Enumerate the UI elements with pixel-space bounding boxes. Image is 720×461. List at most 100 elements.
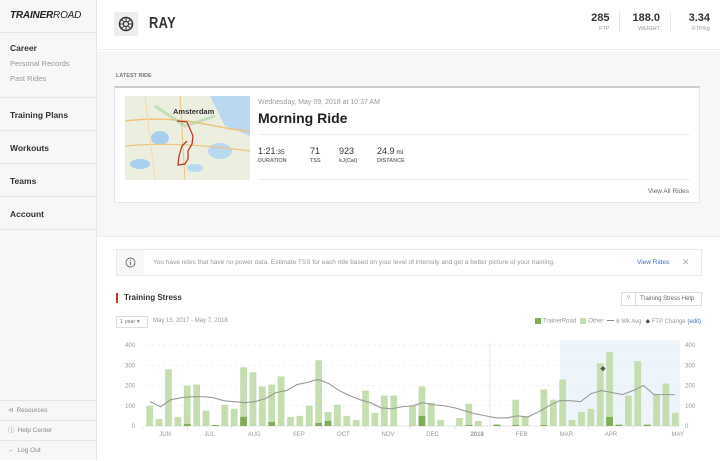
stat-ftp: 285 FTP — [569, 12, 619, 32]
resources-link[interactable]: ⊲ Resources — [0, 400, 96, 420]
svg-text:DEC: DEC — [426, 432, 439, 438]
latest-ride-card: Amsterdam Wednesday, May 09, 2018 at 10:… — [114, 86, 700, 203]
sidebar-item-past-rides[interactable]: Past Rides — [10, 74, 47, 83]
trainerroad-swatch — [535, 318, 542, 325]
sidebar-item-training-plans[interactable]: Training Plans — [0, 98, 96, 131]
ride-title[interactable]: Morning Ride — [258, 110, 348, 126]
kj-label: kJ(Cal) — [339, 158, 358, 164]
sidebar-item-label: Teams — [10, 176, 37, 186]
sidebar: TRAINERROAD Career Personal Records Past… — [0, 0, 97, 460]
weight-label: WEIGHT — [638, 26, 660, 32]
legend-label: 6 Wk Avg — [616, 318, 642, 325]
legend-ftp[interactable]: ◆ FTP Change (edit) — [645, 318, 701, 325]
svg-text:400: 400 — [125, 343, 136, 349]
view-rides-link[interactable]: View Rides — [637, 259, 670, 266]
training-stress-chart[interactable]: 0 0 100 100 200 200 300 300 400 400 ◆ JUN JUL AUG SEP O… — [110, 338, 710, 448]
sidebar-item-label: Account — [10, 209, 44, 219]
legend-label: Other — [588, 318, 604, 325]
training-stress-help-button[interactable]: ? Training Stress Help — [621, 292, 702, 306]
kj-value: 923 — [339, 146, 355, 156]
svg-text:300: 300 — [685, 363, 696, 369]
weight-value: 188.0 — [632, 12, 660, 24]
username: RAY — [149, 15, 177, 32]
megaphone-icon: ⊲ — [8, 407, 14, 414]
svg-text:Amsterdam: Amsterdam — [173, 107, 215, 116]
sidebar-item-teams[interactable]: Teams — [0, 164, 96, 197]
svg-text:FEB: FEB — [516, 432, 528, 438]
notice-text: You have rides that have no power data. … — [153, 259, 555, 266]
help-center-link[interactable]: ⓘ Help Center — [0, 420, 96, 440]
duration-seconds: :35 — [275, 149, 285, 156]
diamond-icon: ◆ — [645, 319, 651, 325]
distance-unit: mi — [394, 149, 404, 156]
view-all-rides-link[interactable]: View All Rides — [647, 188, 689, 195]
map-graphic: Amsterdam — [125, 96, 250, 180]
legend-trainerroad[interactable]: TrainerRoad — [535, 318, 576, 325]
legend-other[interactable]: Other — [580, 318, 603, 325]
close-icon[interactable]: ✕ — [682, 257, 690, 267]
line-swatch — [607, 320, 615, 322]
metric-kj: 923 kJ(Cal) — [339, 146, 357, 164]
svg-text:NOV: NOV — [381, 432, 394, 438]
svg-text:AUG: AUG — [248, 432, 261, 438]
svg-text:0: 0 — [685, 424, 689, 430]
svg-text:JUN: JUN — [159, 432, 171, 438]
sidebar-item-personal-records[interactable]: Personal Records — [10, 59, 70, 68]
ftp-kg-value: 3.34 — [688, 12, 710, 24]
range-select[interactable]: 1 year ▾ — [116, 316, 148, 328]
svg-text:100: 100 — [685, 404, 696, 410]
svg-text:APR: APR — [605, 432, 618, 438]
svg-text:JUL: JUL — [204, 432, 215, 438]
sidebar-item-career[interactable]: Career — [10, 43, 37, 53]
logout-icon: ← — [8, 447, 15, 454]
info-icon — [117, 250, 144, 275]
stat-ftp-kg: 3.34 FTP/kg — [670, 12, 720, 32]
help-center-label: Help Center — [17, 427, 53, 434]
svg-text:2018: 2018 — [470, 432, 484, 438]
divider — [258, 179, 690, 180]
log-out-label: Log Out — [17, 447, 41, 454]
trainerroad-logo[interactable]: TRAINERROAD — [0, 0, 96, 33]
sidebar-item-label: Workouts — [10, 143, 50, 153]
question-icon: ? — [622, 293, 636, 305]
ftp-value: 285 — [591, 12, 610, 24]
tss-value: 71 — [310, 146, 321, 156]
section-label: LATEST RIDE — [116, 73, 152, 79]
svg-text:200: 200 — [125, 384, 136, 390]
log-out-link[interactable]: ← Log Out — [0, 440, 96, 460]
svg-text:MAY: MAY — [671, 432, 684, 438]
svg-text:200: 200 — [685, 384, 696, 390]
other-swatch — [580, 318, 587, 325]
sidebar-item-account[interactable]: Account — [0, 197, 96, 230]
svg-text:0: 0 — [132, 424, 136, 430]
distance-value: 24.9 — [377, 146, 395, 156]
sidebar-item-label: Training Plans — [10, 110, 69, 120]
ftp-kg-label: FTP/kg — [692, 26, 710, 32]
logo-light: ROAD — [53, 10, 82, 21]
svg-text:SEP: SEP — [293, 432, 305, 438]
metric-tss: 71 TSS — [310, 146, 321, 164]
profile-header: RAY 285 FTP 188.0 WEIGHT 3.34 FTP/kg — [97, 0, 720, 50]
sidebar-item-workouts[interactable]: Workouts — [0, 131, 96, 164]
legend-avg[interactable]: 6 Wk Avg — [607, 319, 641, 325]
tss-label: TSS — [310, 158, 321, 164]
resources-label: Resources — [16, 407, 48, 414]
avatar[interactable] — [114, 12, 138, 36]
wheel-icon — [118, 16, 134, 32]
stat-weight: 188.0 WEIGHT — [619, 12, 670, 32]
duration-label: DURATION — [258, 158, 287, 164]
metric-duration: 1:21:35 DURATION — [258, 146, 287, 164]
sidebar-bottom-links: ⊲ Resources ⓘ Help Center ← Log Out — [0, 400, 96, 460]
edit-ftp-link[interactable]: (edit) — [687, 319, 701, 325]
svg-text:◆: ◆ — [600, 365, 606, 372]
duration-value: 1:21 — [258, 146, 276, 156]
help-icon: ⓘ — [8, 427, 15, 434]
divider — [258, 134, 690, 135]
svg-text:100: 100 — [125, 404, 136, 410]
ride-map[interactable]: Amsterdam — [125, 96, 250, 180]
legend-label: FTP Change — [651, 319, 686, 325]
help-label: Training Stress Help — [640, 296, 695, 302]
sidebar-career-group: Career Personal Records Past Rides — [0, 33, 96, 98]
no-power-notice: You have rides that have no power data. … — [116, 249, 702, 276]
ftp-label: FTP — [599, 26, 610, 32]
